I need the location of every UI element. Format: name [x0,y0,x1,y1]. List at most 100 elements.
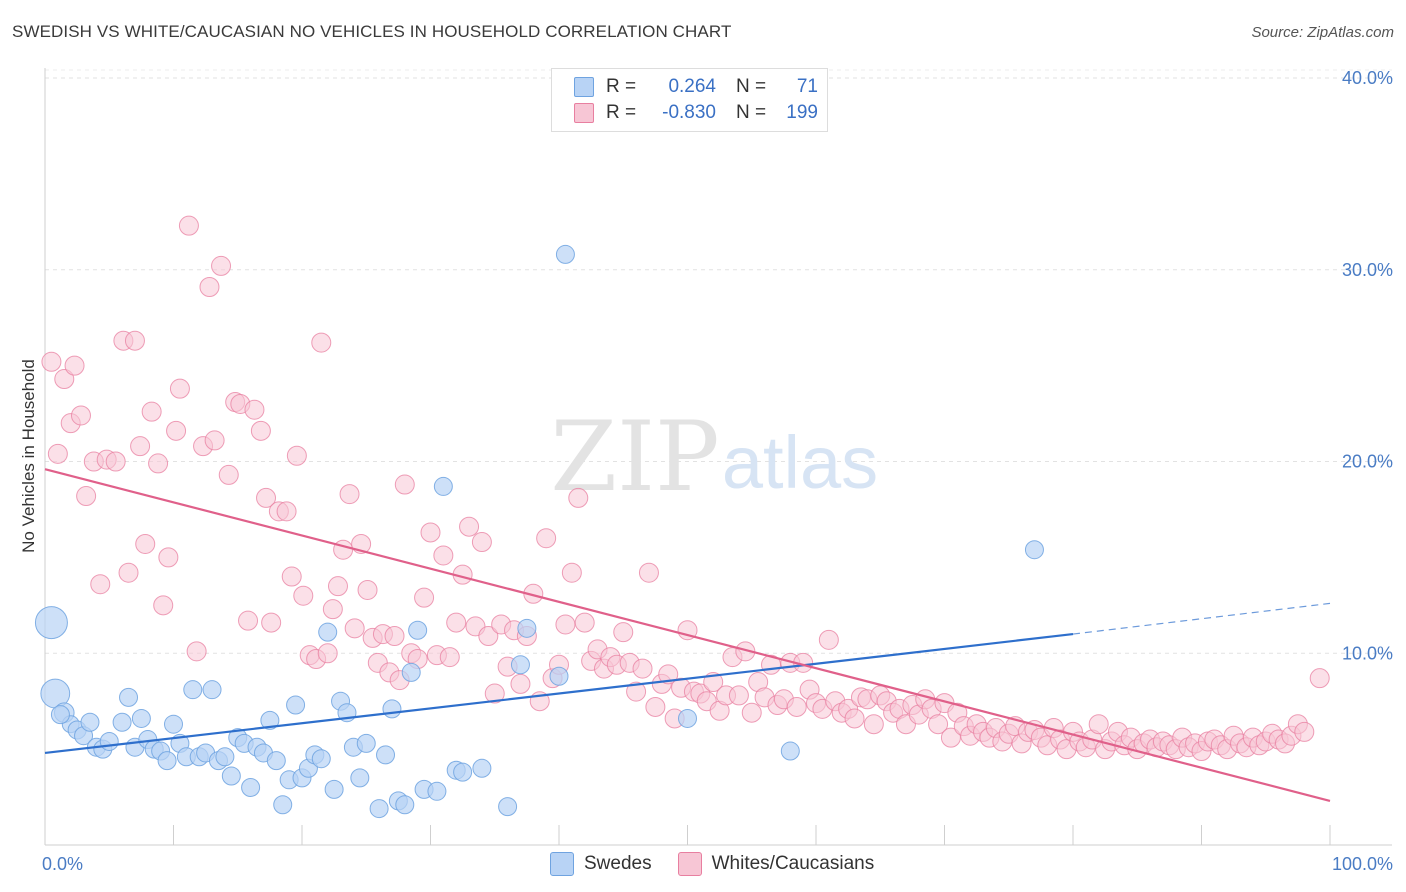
data-point-swedes [780,741,800,761]
data-point-whites [414,587,435,608]
grid-lines [45,69,1392,654]
data-point-whites [658,664,679,685]
data-point-whites [471,532,492,553]
data-point-whites [420,522,441,543]
data-point-whites [344,618,365,639]
data-point-whites [439,647,460,668]
data-point-whites [568,487,589,508]
legend-row-swedes: R = 0.264 N = 71 [574,75,818,99]
data-point-whites [118,562,139,583]
series-legend: Swedes Whites/Caucasians [550,852,900,876]
data-point-swedes [273,795,293,815]
data-point-swedes [241,777,261,797]
data-point-whites [844,708,865,729]
data-point-whites [178,215,199,236]
legend-n-label: N = [736,102,767,123]
data-point-whites [47,443,68,464]
data-point-swedes [369,799,389,819]
trend-lines [44,468,1331,802]
data-point-whites [153,595,174,616]
data-point-whites [459,516,480,537]
data-point-whites [238,610,259,631]
data-point-swedes [401,662,421,682]
data-point-whites [199,277,220,298]
y-tick-label: 10.0% [1342,643,1393,663]
trend-line-whites [44,468,1331,802]
data-point-swedes [215,747,235,767]
data-point-whites [124,330,145,351]
data-point-whites [293,585,314,606]
data-point-whites [626,681,647,702]
data-point-swedes [80,712,100,732]
data-point-whites [384,625,405,646]
data-point-whites [76,486,97,507]
data-point-whites [281,566,302,587]
data-point-swedes [183,680,203,700]
chart-source: Source: ZipAtlas.com [1251,24,1394,41]
tick-labels: 10.0% 20.0% 30.0% 40.0% 0.0% 100.0% [42,68,1393,874]
stats-legend: R = 0.264 N = 71 R = -0.830 N = 199 [551,68,828,132]
data-point-whites [928,714,949,735]
data-point-whites [54,369,75,390]
data-point-swedes [311,749,331,769]
data-point-whites [484,683,505,704]
data-point-swedes [318,622,338,642]
data-point-whites [244,399,265,420]
data-point-whites [433,545,454,566]
data-point-swedes [510,655,530,675]
data-point-whites [561,562,582,583]
data-point-swedes [119,687,139,707]
chart-title: SWEDISH VS WHITE/CAUCASIAN NO VEHICLES I… [12,22,732,41]
data-point-swedes [433,476,453,496]
data-point-swedes [356,733,376,753]
data-point-whites [728,685,749,706]
data-point-swedes [99,731,119,751]
data-point-whites [322,599,343,620]
axes [44,68,1392,846]
data-point-swedes [678,708,697,728]
data-point-whites [510,673,531,694]
data-point-swedes [1024,540,1044,560]
legend-r-label: R = [606,76,637,97]
data-point-swedes [472,758,492,778]
y-tick-label: 20.0% [1342,452,1393,472]
data-point-whites [158,547,179,568]
data-point-whites [186,641,207,662]
watermark-atlas: atlas [722,421,878,504]
data-point-swedes [427,781,447,801]
data-point-whites [204,430,225,451]
data-point-whites [90,574,111,595]
data-point-whites [536,528,557,549]
data-point-swedes [549,666,569,686]
data-point-whites [394,474,415,495]
data-point-swedes [408,620,428,640]
data-point-swedes [350,768,370,788]
data-point-whites [357,579,378,600]
legend-swatch-blue [574,77,594,97]
data-point-swedes [202,680,222,700]
data-point-whites [632,658,653,679]
legend-row-whites: R = -0.830 N = 199 [574,101,818,125]
legend-r-label: R = [606,102,637,123]
data-point-swedes [517,618,537,638]
data-point-whites [276,501,297,522]
legend-item-whites: Whites/Caucasians [677,852,874,876]
data-point-swedes [260,710,280,730]
data-point-whites [70,405,91,426]
legend-label-swedes: Swedes [584,853,652,874]
data-point-whites [148,453,169,474]
data-point-whites [677,620,698,641]
legend-swatch-pink [574,103,594,123]
data-point-swedes [221,766,241,786]
data-point-whites [169,378,190,399]
y-axis-label: No Vehicles in Household [19,359,38,553]
data-point-whites [786,696,807,717]
data-point-whites [1309,668,1330,689]
data-point-swedes [157,751,177,771]
data-point-whites [64,355,85,376]
data-point-swedes [395,795,415,815]
data-point-whites [286,445,307,466]
data-point-whites [311,332,332,353]
data-point-whites [327,576,348,597]
